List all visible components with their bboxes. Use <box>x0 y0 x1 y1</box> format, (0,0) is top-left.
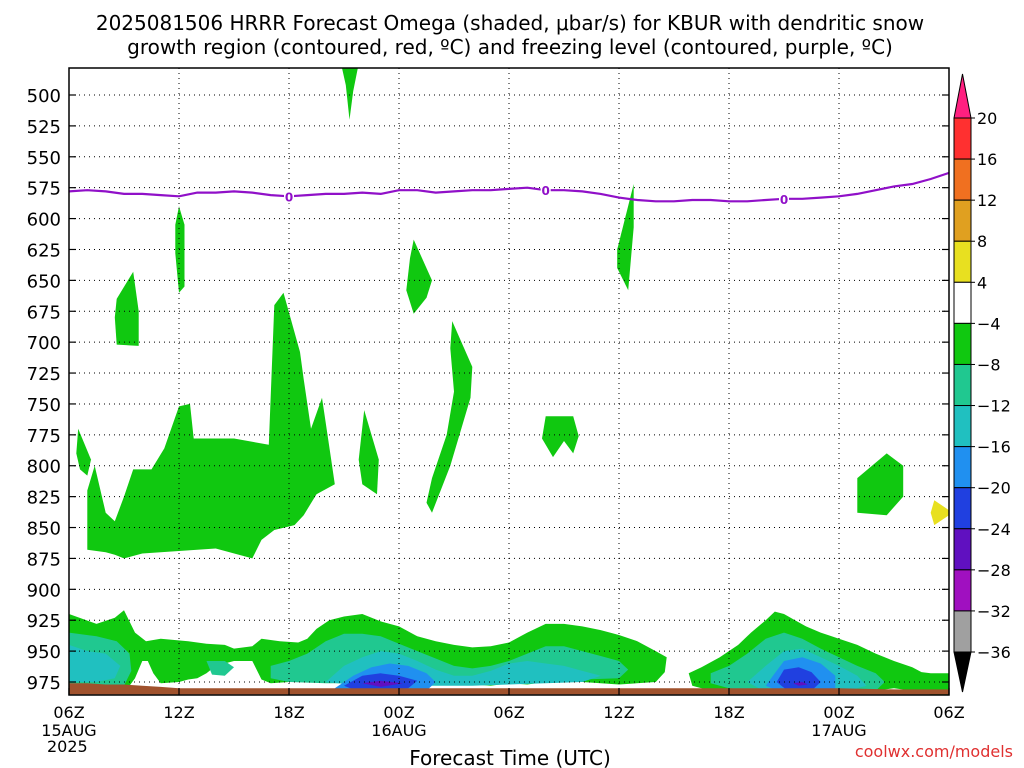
x-tick-label-6: 12Z <box>163 703 194 722</box>
x-tick-label-36: 18Z <box>713 703 744 722</box>
x-tick-label-0: 06Z <box>53 703 84 722</box>
y-tick-label-825: 825 <box>27 488 61 509</box>
freezing-level-label-2: 0 <box>780 193 788 207</box>
y-tick-label-875: 875 <box>27 549 61 570</box>
omega-shading <box>69 68 949 695</box>
colorbar-box-7 <box>953 405 972 448</box>
watermark: coolwx.com/models <box>855 742 1013 761</box>
colorbar-label-5: −4 <box>977 314 1001 333</box>
y-tick-label-775: 775 <box>27 426 61 447</box>
y-tick-label-900: 900 <box>27 580 61 601</box>
colorbar-box-12 <box>953 610 972 653</box>
colorbar-label-10: −24 <box>977 520 1011 539</box>
omega-region-6 <box>358 410 379 495</box>
y-tick-label-675: 675 <box>27 302 61 323</box>
omega-region-0 <box>341 68 358 120</box>
freezing-level-label-0: 0 <box>285 190 293 204</box>
colorbar-box-3 <box>953 240 972 283</box>
y-tick-label-700: 700 <box>27 333 61 354</box>
colorbar-bottom-arrow <box>953 651 972 693</box>
colorbar-label-6: −8 <box>977 355 1001 374</box>
title-line-2: growth region (contoured, red, ºC) and f… <box>127 35 893 59</box>
colorbar: 20 16 12 8 4 −4 −8 −12 −16 −20 −24 −28 −32 −36 <box>953 73 1011 693</box>
omega-region-24 <box>362 680 403 687</box>
freezing-label-bg-0 <box>284 189 294 204</box>
colorbar-box-1 <box>953 158 972 201</box>
x-tick-label-12: 18Z <box>273 703 304 722</box>
freezing-level-label-1: 0 <box>541 184 549 198</box>
freezing-label-bg-1 <box>540 183 551 198</box>
freezing-level-line <box>69 171 949 203</box>
x-tick-label-18: 00Z <box>383 703 414 722</box>
y-tick-label-575: 575 <box>27 179 61 200</box>
x-tick-label-48: 06Z <box>933 703 964 722</box>
x-axis-label: Forecast Time (UTC) <box>409 746 611 768</box>
colorbar-label-4: 4 <box>977 273 987 292</box>
omega-region-8 <box>542 416 579 458</box>
colorbar-label-2: 12 <box>977 191 997 210</box>
y-tick-label-725: 725 <box>27 364 61 385</box>
x-date-label-0-1: 2025 <box>47 737 88 756</box>
y-tick-label-950: 950 <box>27 642 61 663</box>
colorbar-box-6 <box>953 363 972 407</box>
colorbar-box-11 <box>953 569 972 612</box>
x-date-label-0-0: 15AUG <box>41 721 96 740</box>
x-tick-label-24: 06Z <box>493 703 524 722</box>
y-tick-label-800: 800 <box>27 457 61 478</box>
colorbar-box-9 <box>953 487 972 530</box>
omega-region-7 <box>76 428 91 476</box>
freezing-level-contour: 0 0 0 <box>69 171 949 207</box>
colorbar-label-3: 8 <box>977 232 987 251</box>
omega-region-2 <box>114 271 139 346</box>
y-tick-label-625: 625 <box>27 240 61 261</box>
colorbar-label-13: −36 <box>977 643 1011 662</box>
y-tick-label-550: 550 <box>27 148 61 169</box>
colorbar-label-11: −28 <box>977 561 1011 580</box>
omega-region-14 <box>206 661 234 676</box>
y-tick-label-850: 850 <box>27 519 61 540</box>
grid-lines <box>69 68 949 695</box>
colorbar-box-2 <box>953 199 972 242</box>
x-tick-label-30: 12Z <box>603 703 634 722</box>
x-tick-label-42: 00Z <box>823 703 854 722</box>
colorbar-box-8 <box>953 446 972 489</box>
colorbar-box-5 <box>953 322 972 365</box>
y-tick-label-975: 975 <box>27 673 61 694</box>
x-date-label-42-0: 17AUG <box>811 721 866 740</box>
omega-region-4 <box>617 184 634 291</box>
colorbar-label-1: 16 <box>977 150 997 169</box>
y-axis: 500 525 550 575 600 625 650 675 700 725 750 775 800 8… <box>27 86 949 694</box>
colorbar-label-7: −12 <box>977 397 1011 416</box>
colorbar-label-0: 20 <box>977 109 997 128</box>
colorbar-label-9: −20 <box>977 479 1011 498</box>
omega-region-9 <box>857 453 904 516</box>
omega-region-10 <box>87 292 335 559</box>
omega-region-5 <box>426 321 473 513</box>
colorbar-label-8: −16 <box>977 438 1011 457</box>
colorbar-box-0 <box>953 117 972 160</box>
title-line-1: 2025081506 HRRR Forecast Omega (shaded, … <box>96 11 924 35</box>
omega-region-17 <box>69 644 121 682</box>
colorbar-box-10 <box>953 528 972 571</box>
omega-region-26 <box>930 500 949 526</box>
y-tick-label-600: 600 <box>27 210 61 231</box>
x-date-label-18-0: 16AUG <box>371 721 426 740</box>
omega-region-3 <box>406 239 432 314</box>
y-tick-label-500: 500 <box>27 86 61 107</box>
colorbar-label-12: −32 <box>977 602 1011 621</box>
freezing-label-bg-2 <box>779 191 789 206</box>
y-tick-label-750: 750 <box>27 395 61 416</box>
omega-region-23 <box>776 667 821 691</box>
y-tick-label-650: 650 <box>27 271 61 292</box>
omega-region-25 <box>793 682 808 686</box>
colorbar-box-4 <box>953 281 972 324</box>
y-tick-label-525: 525 <box>27 117 61 138</box>
y-tick-label-925: 925 <box>27 611 61 632</box>
